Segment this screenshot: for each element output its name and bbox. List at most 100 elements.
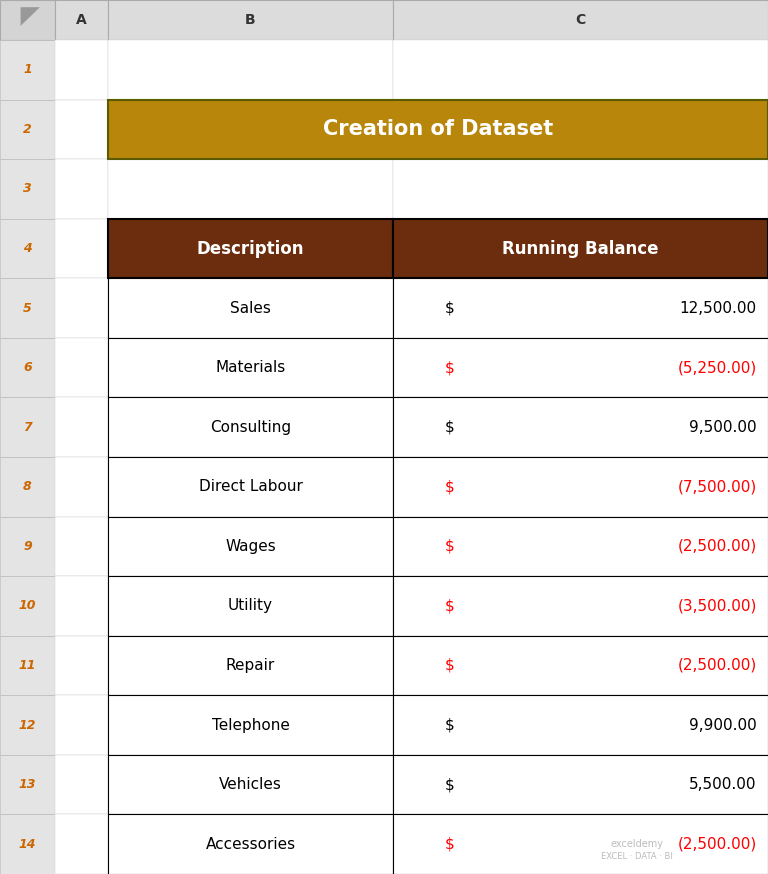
Bar xyxy=(108,0,393,40)
Text: $: $ xyxy=(445,301,454,316)
Text: 2: 2 xyxy=(23,123,32,135)
Text: Repair: Repair xyxy=(226,658,275,673)
Text: 11: 11 xyxy=(18,659,36,672)
Text: $: $ xyxy=(445,539,454,554)
Text: (2,500.00): (2,500.00) xyxy=(677,539,756,554)
Bar xyxy=(0,457,55,517)
Text: Running Balance: Running Balance xyxy=(502,239,659,258)
Text: 4: 4 xyxy=(23,242,32,255)
Text: 12: 12 xyxy=(18,718,36,732)
Text: 1: 1 xyxy=(23,63,32,76)
Text: $: $ xyxy=(445,420,454,434)
Bar xyxy=(55,218,108,278)
Text: A: A xyxy=(76,13,87,27)
Bar xyxy=(0,815,55,874)
Bar xyxy=(108,815,393,874)
Bar xyxy=(55,517,108,576)
Text: (2,500.00): (2,500.00) xyxy=(677,658,756,673)
Bar xyxy=(393,696,768,755)
Bar xyxy=(0,338,55,398)
Bar xyxy=(108,576,393,635)
Bar xyxy=(55,100,108,159)
Bar xyxy=(108,398,393,457)
Text: 10: 10 xyxy=(18,600,36,613)
Bar xyxy=(55,398,108,457)
Bar xyxy=(393,398,768,457)
Bar xyxy=(393,815,768,874)
Bar xyxy=(393,159,768,218)
Bar xyxy=(55,576,108,635)
Text: Utility: Utility xyxy=(228,599,273,614)
Bar xyxy=(0,40,55,100)
Bar xyxy=(393,40,768,100)
Text: Accessories: Accessories xyxy=(205,836,296,852)
Text: $: $ xyxy=(445,777,454,792)
Text: Wages: Wages xyxy=(225,539,276,554)
Bar xyxy=(108,457,393,517)
Bar xyxy=(108,218,393,278)
Polygon shape xyxy=(21,7,40,26)
Text: Direct Labour: Direct Labour xyxy=(199,479,303,495)
Text: 5: 5 xyxy=(23,302,32,315)
Text: EXCEL · DATA · BI: EXCEL · DATA · BI xyxy=(601,851,673,861)
Text: $: $ xyxy=(445,360,454,375)
Text: 12,500.00: 12,500.00 xyxy=(680,301,756,316)
Bar xyxy=(393,635,768,696)
Bar xyxy=(108,159,393,218)
Bar xyxy=(0,517,55,576)
Text: 5,500.00: 5,500.00 xyxy=(689,777,756,792)
Text: $: $ xyxy=(445,718,454,732)
Bar xyxy=(108,517,393,576)
Bar xyxy=(0,576,55,635)
Bar xyxy=(393,576,768,635)
Text: $: $ xyxy=(445,599,454,614)
Bar xyxy=(393,517,768,576)
Bar xyxy=(55,635,108,696)
Text: $: $ xyxy=(445,836,454,852)
Bar xyxy=(108,40,393,100)
Bar xyxy=(0,696,55,755)
Text: (2,500.00): (2,500.00) xyxy=(677,836,756,852)
Text: (5,250.00): (5,250.00) xyxy=(677,360,756,375)
Bar xyxy=(393,218,768,278)
Bar xyxy=(108,755,393,815)
Bar xyxy=(0,755,55,815)
Text: Sales: Sales xyxy=(230,301,271,316)
Bar xyxy=(393,338,768,398)
Bar xyxy=(108,100,768,159)
Text: Vehicles: Vehicles xyxy=(219,777,282,792)
Bar xyxy=(0,218,55,278)
Bar xyxy=(0,635,55,696)
Bar xyxy=(108,635,393,696)
Bar xyxy=(108,278,393,338)
Text: Telephone: Telephone xyxy=(211,718,290,732)
Bar xyxy=(0,100,55,159)
Text: exceldemy: exceldemy xyxy=(611,839,664,850)
Bar xyxy=(55,0,108,40)
Bar xyxy=(0,0,55,40)
Text: 6: 6 xyxy=(23,361,32,374)
Bar xyxy=(393,755,768,815)
Text: B: B xyxy=(245,13,256,27)
Bar xyxy=(55,696,108,755)
Text: $: $ xyxy=(445,658,454,673)
Bar xyxy=(393,0,768,40)
Text: Creation of Dataset: Creation of Dataset xyxy=(323,120,553,139)
Text: C: C xyxy=(575,13,586,27)
Bar xyxy=(108,338,393,398)
Bar xyxy=(393,457,768,517)
Text: 9,900.00: 9,900.00 xyxy=(689,718,756,732)
Text: Consulting: Consulting xyxy=(210,420,291,434)
Text: 8: 8 xyxy=(23,481,32,493)
Text: 14: 14 xyxy=(18,837,36,850)
Text: Description: Description xyxy=(197,239,304,258)
Text: 9,500.00: 9,500.00 xyxy=(689,420,756,434)
Bar xyxy=(55,755,108,815)
Bar xyxy=(55,40,108,100)
Text: 3: 3 xyxy=(23,183,32,196)
Text: 9: 9 xyxy=(23,540,32,553)
Bar xyxy=(55,338,108,398)
Bar xyxy=(0,159,55,218)
Bar xyxy=(55,457,108,517)
Text: Materials: Materials xyxy=(215,360,286,375)
